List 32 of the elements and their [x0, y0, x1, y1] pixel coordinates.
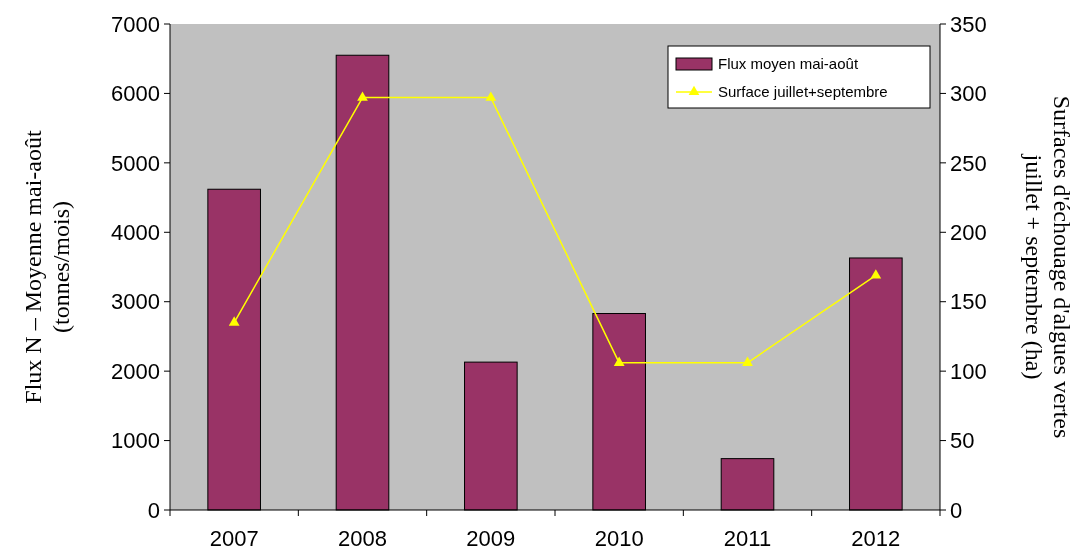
- y2-tick-label: 0: [950, 497, 963, 523]
- y-tick-label: 0: [147, 497, 160, 523]
- y-tick-label: 1000: [111, 428, 160, 454]
- y-tick-label: 6000: [111, 81, 160, 107]
- point: [485, 91, 497, 101]
- y2-tick-label: 300: [950, 81, 987, 107]
- point: [613, 356, 625, 366]
- point: [870, 269, 882, 279]
- y-tick-label: 4000: [111, 219, 160, 245]
- x-tick-label: 2012: [851, 526, 901, 551]
- legend-label: Surface juillet+septembre: [718, 83, 888, 101]
- x-tick-label: 2009: [466, 526, 516, 551]
- x-tick-label: 2010: [594, 526, 644, 551]
- x-tick-label: 2008: [338, 526, 387, 551]
- y2-tick-label: 50: [950, 428, 975, 454]
- y2-axis-title: Surfaces d'échouage d'algues vertes juillet + septembre (ha): [1021, 95, 1075, 439]
- y-axis-title: Flux N – Moyenne mai-août (tonnes/mois): [20, 130, 74, 404]
- y-tick-label: 7000: [111, 11, 160, 37]
- x-tick-label: 2007: [209, 526, 259, 551]
- y-tick-label: 5000: [111, 150, 160, 176]
- y-tick-label: 3000: [111, 289, 160, 315]
- y2-tick-label: 100: [950, 358, 987, 384]
- point: [742, 356, 753, 366]
- y2-tick-label: 200: [950, 219, 987, 245]
- point: [228, 316, 240, 326]
- legend-label: Flux moyen mai-août: [718, 55, 859, 73]
- y2-tick-label: 150: [950, 289, 987, 315]
- y2-tick-label: 350: [950, 11, 987, 37]
- y2-tick-label: 250: [950, 150, 987, 176]
- x-tick-label: 2011: [723, 526, 772, 551]
- y-tick-label: 2000: [111, 358, 160, 384]
- point: [357, 91, 368, 101]
